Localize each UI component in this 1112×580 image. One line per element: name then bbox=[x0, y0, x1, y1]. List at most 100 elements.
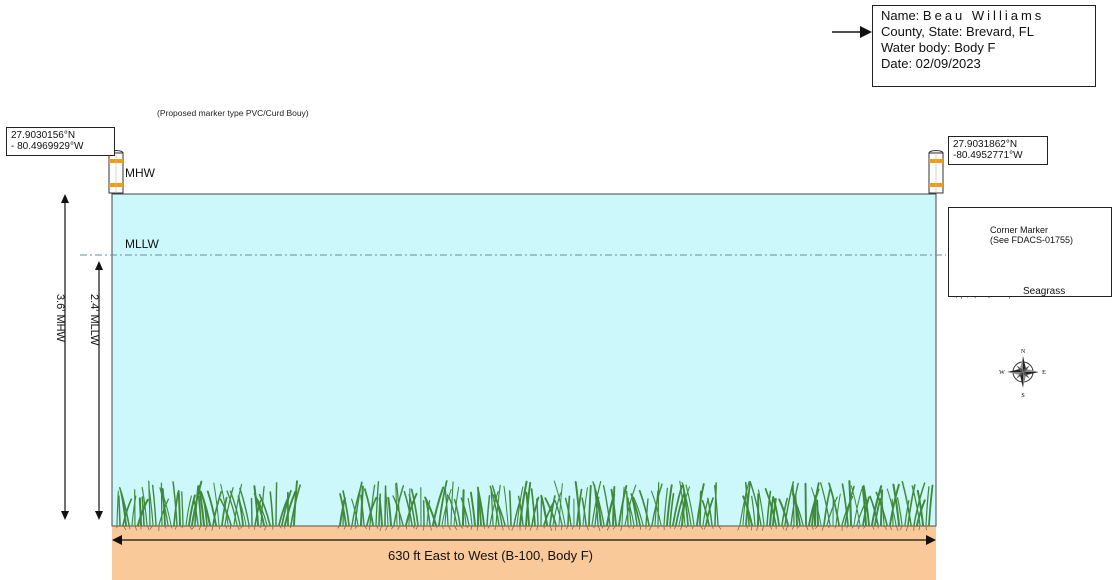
seagrass-root bbox=[191, 524, 196, 530]
left-lon: - 80.4969929°W bbox=[11, 141, 84, 152]
seagrass-root bbox=[146, 524, 150, 531]
seagrass-blade bbox=[408, 488, 411, 526]
seagrass-blade bbox=[841, 483, 849, 526]
right-lat: 27.9031862°N bbox=[953, 139, 1018, 150]
seagrass-blade bbox=[588, 484, 592, 526]
seagrass-blade bbox=[907, 484, 916, 526]
legend-seagrass-text: Seagrass bbox=[1023, 286, 1066, 297]
legend-box: Corner Marker (See FDACS-01755) Seagrass bbox=[948, 207, 1112, 297]
seagrass-blade bbox=[552, 492, 562, 526]
seagrass-blade bbox=[739, 480, 750, 526]
seagrass-root bbox=[674, 524, 677, 530]
seagrass-blade bbox=[518, 480, 528, 527]
seagrass-blade bbox=[751, 495, 756, 526]
seagrass-blade bbox=[224, 487, 234, 526]
seagrass-blade bbox=[742, 495, 753, 526]
compass-rose-icon: N S E W bbox=[999, 349, 1046, 399]
seagrass-blade bbox=[462, 498, 467, 526]
width-arrow-left bbox=[112, 535, 122, 545]
seagrass-blade bbox=[250, 497, 253, 526]
seagrass-blade bbox=[116, 490, 119, 526]
seagrass-blade bbox=[564, 497, 572, 526]
seagrass-root bbox=[703, 524, 707, 530]
mllw-arrow-top bbox=[95, 261, 103, 270]
seagrass-blade bbox=[403, 490, 413, 526]
seagrass-blade bbox=[253, 485, 260, 527]
seagrass-blade bbox=[354, 481, 363, 526]
seagrass-blade bbox=[901, 480, 912, 526]
seagrass-root bbox=[494, 524, 497, 531]
seagrass-root bbox=[354, 524, 359, 529]
seagrass-root bbox=[511, 524, 515, 531]
seagrass-root bbox=[229, 524, 232, 530]
seagrass-blade bbox=[536, 498, 539, 526]
seagrass-root bbox=[224, 524, 228, 529]
seagrass-blade bbox=[749, 480, 762, 526]
seagrass-root bbox=[905, 524, 909, 532]
seagrass-blade bbox=[624, 484, 637, 526]
seagrass-blade bbox=[152, 484, 157, 526]
seagrass-blade bbox=[392, 495, 404, 526]
seagrass-root bbox=[711, 524, 714, 529]
seagrass-blade bbox=[811, 487, 822, 526]
seagrass-blade bbox=[925, 486, 930, 526]
seagrass-blade bbox=[477, 490, 485, 526]
seagrass-root bbox=[453, 524, 458, 531]
seagrass-blade bbox=[118, 487, 130, 526]
seagrass-blade bbox=[862, 485, 870, 526]
compass-s: S bbox=[1021, 393, 1024, 399]
seagrass-root bbox=[174, 524, 178, 530]
seagrass-root bbox=[350, 524, 353, 530]
seagrass-blade bbox=[387, 496, 393, 527]
seagrass-root bbox=[170, 524, 173, 529]
seagrass-blade bbox=[928, 484, 934, 526]
seagrass-blade bbox=[469, 491, 476, 526]
seagrass-root bbox=[188, 524, 193, 530]
seagrass-blade bbox=[444, 494, 449, 526]
seagrass-blade bbox=[791, 487, 801, 526]
seagrass-blade bbox=[432, 486, 445, 526]
seagrass-blade bbox=[141, 486, 148, 526]
seagrass-blade bbox=[848, 480, 853, 527]
seagrass-blade bbox=[410, 488, 419, 526]
mllw-depth-label: 2.4' MLLW bbox=[88, 294, 100, 346]
mhw-depth-label: 3.6' MHW bbox=[54, 294, 66, 342]
seagrass-blade bbox=[450, 481, 454, 526]
seagrass-blade bbox=[766, 490, 772, 526]
date-line: Date: 02/09/2023 bbox=[881, 56, 981, 71]
seagrass-blade bbox=[378, 497, 383, 526]
seagrass-root bbox=[606, 524, 611, 531]
seagrass-root bbox=[889, 524, 892, 531]
seagrass-root bbox=[883, 524, 887, 530]
seagrass-root bbox=[828, 524, 831, 529]
seagrass-blade bbox=[486, 494, 491, 526]
sediment-region bbox=[112, 526, 936, 580]
seagrass-blade bbox=[148, 489, 154, 526]
seagrass-root bbox=[717, 524, 722, 530]
seagrass-blade bbox=[826, 496, 838, 526]
seagrass-root bbox=[181, 524, 184, 529]
seagrass-root bbox=[122, 524, 127, 530]
seagrass-blade bbox=[199, 491, 212, 527]
seagrass-blade bbox=[131, 495, 137, 526]
seagrass-blade bbox=[408, 493, 416, 526]
seagrass-root bbox=[149, 524, 154, 530]
seagrass-blade bbox=[544, 497, 557, 526]
seagrass-root bbox=[363, 524, 368, 530]
seagrass-root bbox=[369, 524, 371, 531]
seagrass-root bbox=[259, 524, 262, 529]
mllw-arrow-bottom bbox=[95, 511, 103, 520]
seagrass-root bbox=[792, 524, 795, 530]
seagrass-blade bbox=[525, 491, 530, 526]
seagrass-blade bbox=[193, 499, 199, 526]
seagrass-root bbox=[632, 524, 635, 529]
seagrass-root bbox=[796, 524, 801, 529]
seagrass-blade bbox=[869, 495, 879, 526]
seagrass-root bbox=[459, 524, 463, 529]
seagrass-blade bbox=[916, 489, 924, 526]
seagrass-root bbox=[811, 524, 814, 530]
seagrass-root bbox=[218, 524, 220, 530]
seagrass-root bbox=[549, 524, 553, 531]
